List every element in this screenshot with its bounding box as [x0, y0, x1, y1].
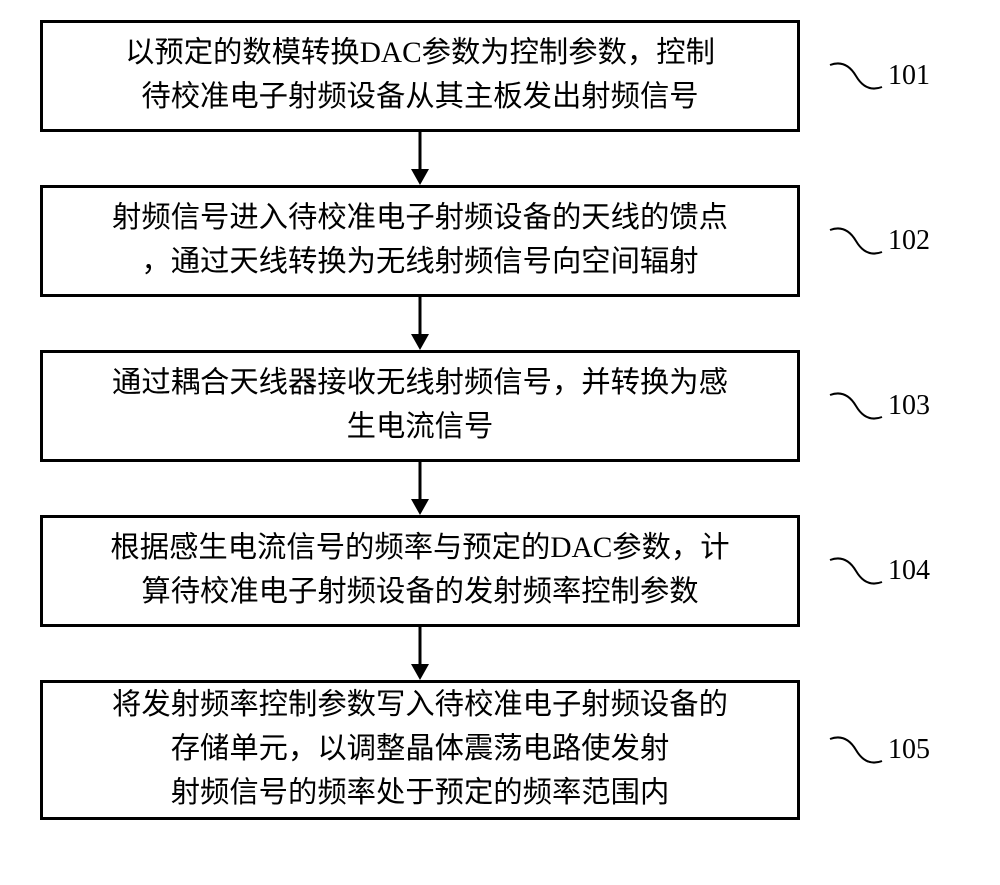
connector-curve-icon: [828, 61, 884, 91]
step-label-wrap: 105: [800, 734, 930, 766]
step-number: 103: [888, 390, 930, 422]
flow-box-line: 算待校准电子射频设备的发射频率控制参数: [141, 571, 698, 615]
flow-box: 射频信号进入待校准电子射频设备的天线的馈点，通过天线转换为无线射频信号向空间辐射: [40, 185, 800, 297]
flowchart-container: 以预定的数模转换DAC参数为控制参数，控制待校准电子射频设备从其主板发出射频信号…: [40, 20, 960, 820]
connector-curve-icon: [828, 391, 884, 421]
step-number: 101: [888, 60, 930, 92]
step-number: 104: [888, 555, 930, 587]
flow-box-line: 存储单元，以调整晶体震荡电路使发射: [171, 728, 670, 772]
flow-box-line: 射频信号的频率处于预定的频率范围内: [171, 772, 670, 816]
flow-step: 将发射频率控制参数写入待校准电子射频设备的存储单元，以调整晶体震荡电路使发射射频…: [40, 680, 960, 820]
flow-box-line: 生电流信号: [347, 406, 494, 450]
step-label-wrap: 101: [800, 60, 930, 92]
flow-arrow: [40, 297, 800, 350]
flow-box-line: 待校准电子射频设备从其主板发出射频信号: [141, 76, 698, 120]
flow-box: 以预定的数模转换DAC参数为控制参数，控制待校准电子射频设备从其主板发出射频信号: [40, 20, 800, 132]
step-label-wrap: 102: [800, 225, 930, 257]
flow-step: 通过耦合天线器接收无线射频信号，并转换为感生电流信号 103: [40, 350, 960, 462]
flow-step: 射频信号进入待校准电子射频设备的天线的馈点，通过天线转换为无线射频信号向空间辐射…: [40, 185, 960, 297]
step-number: 102: [888, 225, 930, 257]
flow-box-line: 射频信号进入待校准电子射频设备的天线的馈点: [112, 197, 728, 241]
flow-box-line: 通过耦合天线器接收无线射频信号，并转换为感: [112, 362, 728, 406]
flow-box: 根据感生电流信号的频率与预定的DAC参数，计算待校准电子射频设备的发射频率控制参…: [40, 515, 800, 627]
flow-arrow: [40, 627, 800, 680]
flow-box: 通过耦合天线器接收无线射频信号，并转换为感生电流信号: [40, 350, 800, 462]
flow-step: 以预定的数模转换DAC参数为控制参数，控制待校准电子射频设备从其主板发出射频信号…: [40, 20, 960, 132]
flow-step: 根据感生电流信号的频率与预定的DAC参数，计算待校准电子射频设备的发射频率控制参…: [40, 515, 960, 627]
step-number: 105: [888, 734, 930, 766]
connector-curve-icon: [828, 556, 884, 586]
flow-box: 将发射频率控制参数写入待校准电子射频设备的存储单元，以调整晶体震荡电路使发射射频…: [40, 680, 800, 820]
connector-curve-icon: [828, 226, 884, 256]
step-label-wrap: 103: [800, 390, 930, 422]
flow-box-line: 以预定的数模转换DAC参数为控制参数，控制: [125, 32, 715, 76]
flow-arrow: [40, 132, 800, 185]
flow-box-line: ，通过天线转换为无线射频信号向空间辐射: [141, 241, 698, 285]
flow-box-line: 根据感生电流信号的频率与预定的DAC参数，计: [110, 527, 729, 571]
step-label-wrap: 104: [800, 555, 930, 587]
flow-arrow: [40, 462, 800, 515]
connector-curve-icon: [828, 735, 884, 765]
flow-box-line: 将发射频率控制参数写入待校准电子射频设备的: [112, 684, 728, 728]
